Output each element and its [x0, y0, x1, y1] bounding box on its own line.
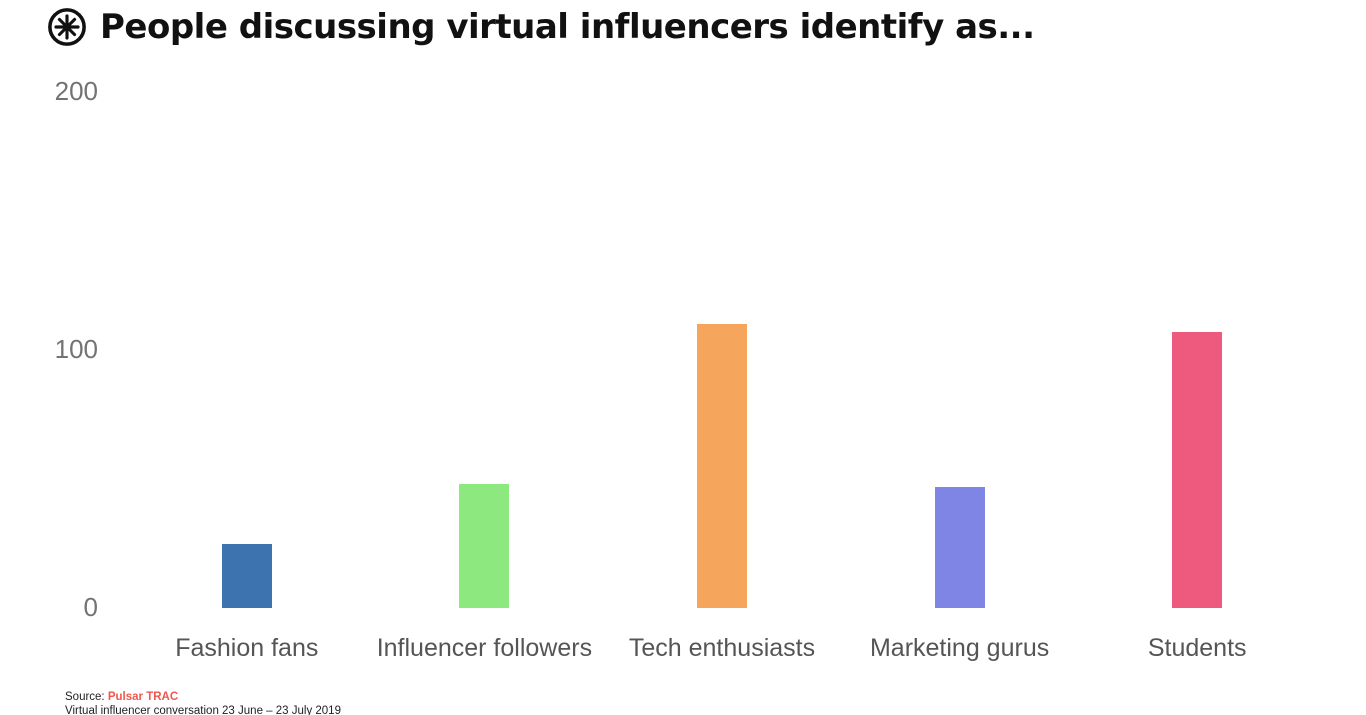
bar-fashion-fans	[221, 543, 272, 608]
y-axis-tick-0: 0	[83, 591, 98, 622]
source-line: Source: Pulsar TRAC	[65, 690, 341, 704]
x-axis-label-influencer-followers: Influencer followers	[376, 634, 593, 662]
source-label: Source:	[65, 691, 105, 703]
x-axis-label-fashion-fans: Fashion fans	[175, 634, 319, 662]
x-axis-label-students: Students	[1147, 634, 1247, 662]
bar-marketing-gurus	[934, 486, 985, 608]
y-axis-tick-200: 200	[54, 75, 98, 106]
source-link[interactable]: Pulsar TRAC	[107, 691, 179, 703]
chart-header: People discussing virtual influencers id…	[46, 6, 1035, 48]
y-axis-tick-100: 100	[54, 333, 98, 364]
bar-influencer-followers	[459, 484, 510, 608]
bar-tech-enthusiasts	[697, 324, 747, 608]
source-note: Source: Pulsar TRAC Virtual influencer c…	[65, 690, 341, 715]
bar-students	[1172, 331, 1223, 608]
source-subtitle: Virtual influencer conversation 23 June …	[65, 705, 341, 715]
x-axis-label-marketing-gurus: Marketing gurus	[869, 634, 1050, 662]
x-axis-label-tech-enthusiasts: Tech enthusiasts	[628, 634, 816, 662]
page-title: People discussing virtual influencers id…	[100, 7, 1035, 47]
circled-asterisk-icon	[48, 8, 86, 46]
